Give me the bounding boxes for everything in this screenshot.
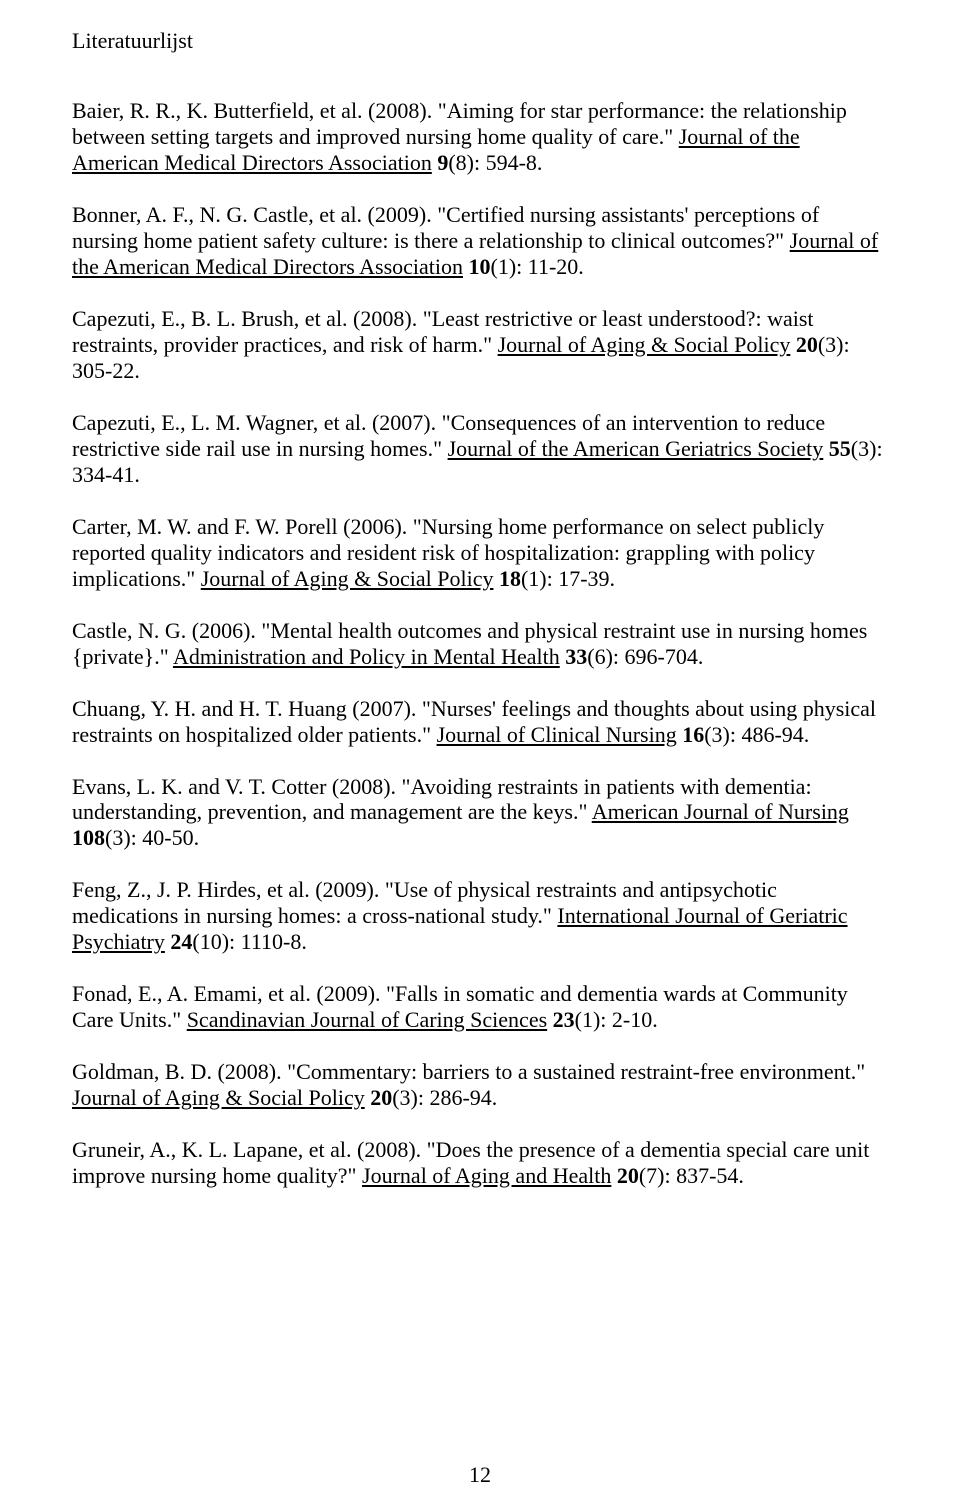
reference-suffix: (8): 594-8. [448,150,542,175]
reference-list: Baier, R. R., K. Butterfield, et al. (20… [72,98,888,1189]
reference-entry: Goldman, B. D. (2008). "Commentary: barr… [72,1059,888,1111]
reference-entry: Carter, M. W. and F. W. Porell (2006). "… [72,514,888,592]
reference-entry: Gruneir, A., K. L. Lapane, et al. (2008)… [72,1137,888,1189]
reference-suffix: (10): 1110-8. [192,929,306,954]
volume-number: 20 [365,1085,393,1110]
volume-number: 10 [463,254,491,279]
reference-suffix: (1): 11-20. [491,254,584,279]
reference-entry: Baier, R. R., K. Butterfield, et al. (20… [72,98,888,176]
reference-suffix: (3): 486-94. [704,722,809,747]
reference-suffix: (7): 837-54. [639,1163,744,1188]
journal-name: Journal of Aging & Social Policy [201,566,494,591]
volume-number: 55 [823,436,851,461]
page-title: Literatuurlijst [72,28,888,54]
volume-number: 108 [72,825,105,850]
reference-suffix: (1): 2-10. [575,1007,658,1032]
volume-number: 23 [547,1007,575,1032]
journal-name: Journal of Aging & Social Policy [498,332,791,357]
reference-suffix: (6): 696-704. [587,644,703,669]
volume-number: 24 [165,929,193,954]
volume-number: 16 [677,722,705,747]
journal-name: Journal of Aging & Social Policy [72,1085,365,1110]
journal-name: Journal of the American Geriatrics Socie… [448,436,824,461]
reference-entry: Capezuti, E., L. M. Wagner, et al. (2007… [72,410,888,488]
reference-suffix: (3): 286-94. [392,1085,497,1110]
reference-entry: Bonner, A. F., N. G. Castle, et al. (200… [72,202,888,280]
reference-entry: Feng, Z., J. P. Hirdes, et al. (2009). "… [72,877,888,955]
reference-entry: Fonad, E., A. Emami, et al. (2009). "Fal… [72,981,888,1033]
journal-name: American Journal of Nursing [592,799,849,824]
reference-entry: Capezuti, E., B. L. Brush, et al. (2008)… [72,306,888,384]
journal-name: Administration and Policy in Mental Heal… [173,644,560,669]
reference-text: Goldman, B. D. (2008). "Commentary: barr… [72,1059,865,1084]
volume-number: 18 [493,566,521,591]
volume-number: 20 [790,332,818,357]
reference-suffix: (1): 17-39. [521,566,615,591]
reference-suffix: (3): 40-50. [105,825,199,850]
reference-entry: Evans, L. K. and V. T. Cotter (2008). "A… [72,774,888,852]
volume-number: 33 [560,644,588,669]
journal-name: Journal of Aging and Health [362,1163,611,1188]
reference-text: Bonner, A. F., N. G. Castle, et al. (200… [72,202,819,253]
journal-name: Scandinavian Journal of Caring Sciences [187,1007,547,1032]
page-number: 12 [0,1462,960,1488]
reference-entry: Chuang, Y. H. and H. T. Huang (2007). "N… [72,696,888,748]
journal-name: Journal of Clinical Nursing [437,722,677,747]
reference-entry: Castle, N. G. (2006). "Mental health out… [72,618,888,670]
volume-number: 9 [432,150,449,175]
page: Literatuurlijst Baier, R. R., K. Butterf… [0,0,960,1512]
volume-number: 20 [611,1163,639,1188]
